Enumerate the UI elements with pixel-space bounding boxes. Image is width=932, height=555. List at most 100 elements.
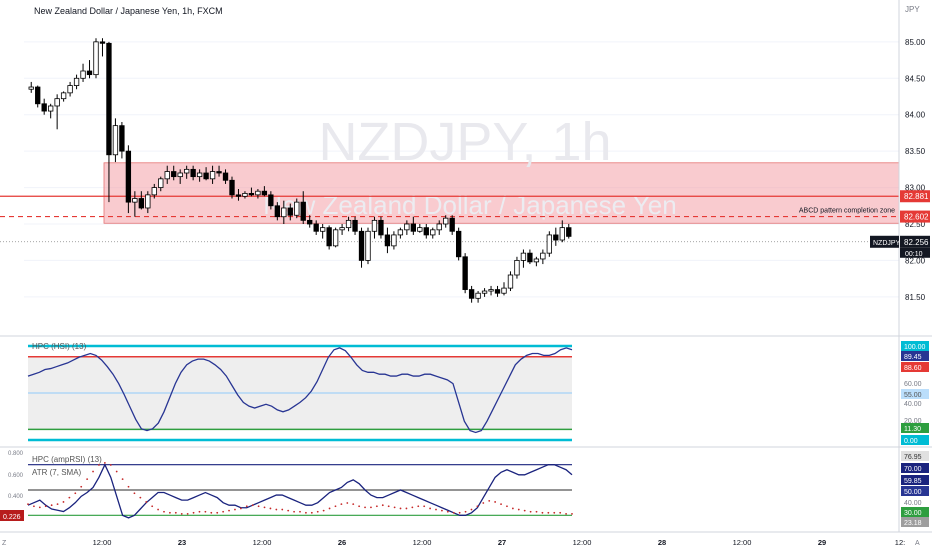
atr-dot xyxy=(358,505,361,508)
time-axis-right-marker[interactable]: A xyxy=(915,540,920,547)
atr-dot xyxy=(74,492,77,495)
price-tick-label: 82.50 xyxy=(905,220,926,229)
amprsi-scale-tag-bg xyxy=(901,463,929,473)
candle-bullish xyxy=(365,227,371,265)
candle-body xyxy=(326,227,332,247)
candle-body xyxy=(345,219,352,229)
watermark-name: New Zealand Dollar / Japanese Yen xyxy=(263,190,676,220)
rsi-pane[interactable]: 100.00 89.45 88.60 60.00 55.00 40.00 20.0011.3… xyxy=(27,341,929,445)
amprsi-scale-tag-bg xyxy=(901,475,929,485)
candle-body xyxy=(391,234,397,247)
atr-dot xyxy=(145,501,148,503)
atr-dot xyxy=(239,507,242,510)
candle-bearish xyxy=(566,224,572,239)
amprsi-scale-label: 30.00 xyxy=(904,510,922,517)
rsi-scale-label: 11.30 xyxy=(904,426,921,433)
candle-body xyxy=(494,289,501,294)
candle-body xyxy=(501,287,507,294)
atr-dot xyxy=(482,502,485,504)
atr-dot xyxy=(204,510,207,513)
atr-dot xyxy=(494,501,497,503)
amprsi-scale-tag-bg xyxy=(901,507,929,517)
rsi-scale-label: 0.00 xyxy=(904,438,918,445)
candle-bullish xyxy=(196,169,203,182)
amprsi-scale-tag-bg xyxy=(901,517,929,527)
candlestick-series[interactable] xyxy=(28,38,572,303)
atr-dot xyxy=(86,478,89,481)
candle-bearish xyxy=(119,122,125,159)
amprsi-scale-label: 76.95 xyxy=(904,454,922,461)
symbol-tag-bg xyxy=(870,235,899,248)
price-tick-label: 83.50 xyxy=(905,147,926,156)
time-tick-label: 23 xyxy=(178,538,186,547)
atr-dot xyxy=(44,505,47,508)
price-tag-last-bg xyxy=(900,235,930,248)
time-axis[interactable]: 12:00 23 12:00 26 12:00 27 12:00 28 12:00 29 12: xyxy=(93,538,906,547)
candle-body xyxy=(417,227,423,232)
candle-bullish xyxy=(391,231,397,250)
candle-bullish xyxy=(28,81,34,93)
atr-dot xyxy=(151,505,154,508)
candle-bullish xyxy=(345,216,352,232)
candle-body xyxy=(145,194,151,209)
candle-bearish xyxy=(125,145,132,214)
candle-body xyxy=(216,171,222,174)
price-grid xyxy=(24,41,899,298)
candle-body xyxy=(430,229,436,236)
candle-bullish xyxy=(514,256,520,279)
candle-bearish xyxy=(171,165,177,181)
candle-body xyxy=(99,41,106,44)
atr-scale-label: 0.600 xyxy=(8,473,24,479)
candle-body xyxy=(423,227,429,236)
candle-bullish xyxy=(164,165,170,184)
amprsi-scale-label: 50.00 xyxy=(904,489,922,496)
price-axis[interactable]: 85.00 84.50 84.00 83.50 83.00 82.50 82.00 81.50 xyxy=(905,38,926,302)
atr-dot xyxy=(399,507,402,510)
atr-dot xyxy=(541,511,544,514)
atr-dot xyxy=(121,478,124,481)
candle-body xyxy=(481,290,488,294)
candle-body xyxy=(294,201,300,216)
candle-body xyxy=(339,227,345,231)
price-tick-label: 84.00 xyxy=(905,111,926,120)
candle-bearish xyxy=(410,216,417,235)
atr-dot xyxy=(417,505,420,508)
candle-body xyxy=(404,223,410,231)
candle-bearish xyxy=(235,189,242,201)
candle-body xyxy=(507,274,514,289)
candle-body xyxy=(67,85,73,94)
amprsi-scale-tag-bg xyxy=(901,451,929,461)
time-axis-left-marker[interactable]: Z xyxy=(2,540,7,547)
rsi-scale-label: 60.00 xyxy=(904,381,922,388)
rsi-scale-label: 40.00 xyxy=(904,401,922,408)
candle-body xyxy=(41,103,47,112)
candle-body xyxy=(60,92,67,100)
rsi-scale-tag-bg xyxy=(901,435,929,445)
candle-bullish xyxy=(54,94,60,130)
candle-bearish xyxy=(190,165,196,181)
candle-bearish xyxy=(455,227,462,261)
candle-bearish xyxy=(106,41,112,203)
candle-body xyxy=(287,207,293,216)
atr-dot xyxy=(228,509,230,512)
candle-body xyxy=(533,258,540,263)
candle-body xyxy=(54,98,60,107)
candle-bearish xyxy=(307,215,313,228)
resistance-zone xyxy=(103,162,900,224)
price-tag-solid-level: 82.881 xyxy=(904,192,929,201)
rsi-scale-label: 89.45 xyxy=(904,354,922,361)
atr-pane[interactable]: 0.800 0.600 0.400 0.226 76.95 70.00 59.85 50.00… xyxy=(0,451,929,527)
candle-bearish xyxy=(494,285,501,297)
atr-dot xyxy=(370,506,372,509)
candle-bullish xyxy=(443,215,449,228)
candle-body xyxy=(540,252,546,260)
candle-body xyxy=(332,229,339,247)
atr-dot xyxy=(80,485,83,488)
candle-body xyxy=(553,234,559,241)
candle-bullish xyxy=(540,249,546,265)
candle-body xyxy=(410,223,417,232)
atr-dot xyxy=(322,509,325,512)
candle-bullish xyxy=(546,231,552,257)
